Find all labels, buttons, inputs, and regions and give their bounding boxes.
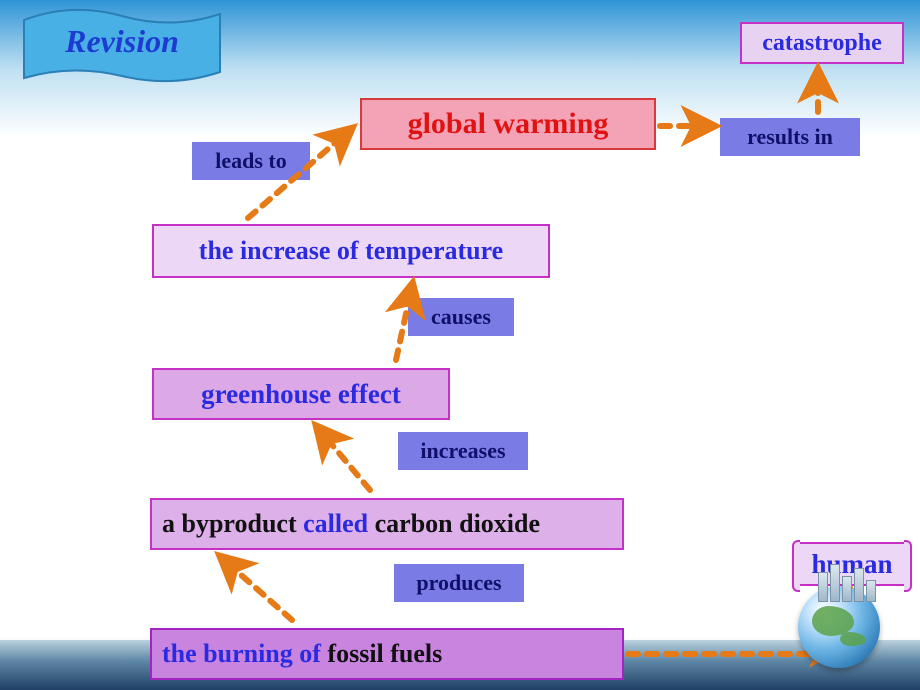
catastrophe-box: catastrophe (740, 22, 904, 64)
revision-banner-text: Revision (22, 6, 222, 76)
leads_to-label: leads to (192, 142, 310, 180)
causes-label: causes (408, 298, 514, 336)
burning-to-byproduct-arrow (222, 558, 292, 620)
global_warming-box: global warming (360, 98, 656, 150)
increases-label: increases (398, 432, 528, 470)
revision-banner: Revision (22, 6, 222, 76)
byproduct-box: a byproduct called carbon dioxide (150, 498, 624, 550)
slide-stage: Revision global warming catastrophe the inc… (0, 0, 920, 690)
greenhouse-box: greenhouse effect (152, 368, 450, 420)
byproduct-to-greenhouse-arrow (318, 428, 370, 490)
results_in-label: results in (720, 118, 860, 156)
burning-box: the burning of fossil fuels (150, 628, 624, 680)
temperature-box: the increase of temperature (152, 224, 550, 278)
produces-label: produces (394, 564, 524, 602)
city-icon (814, 562, 880, 602)
